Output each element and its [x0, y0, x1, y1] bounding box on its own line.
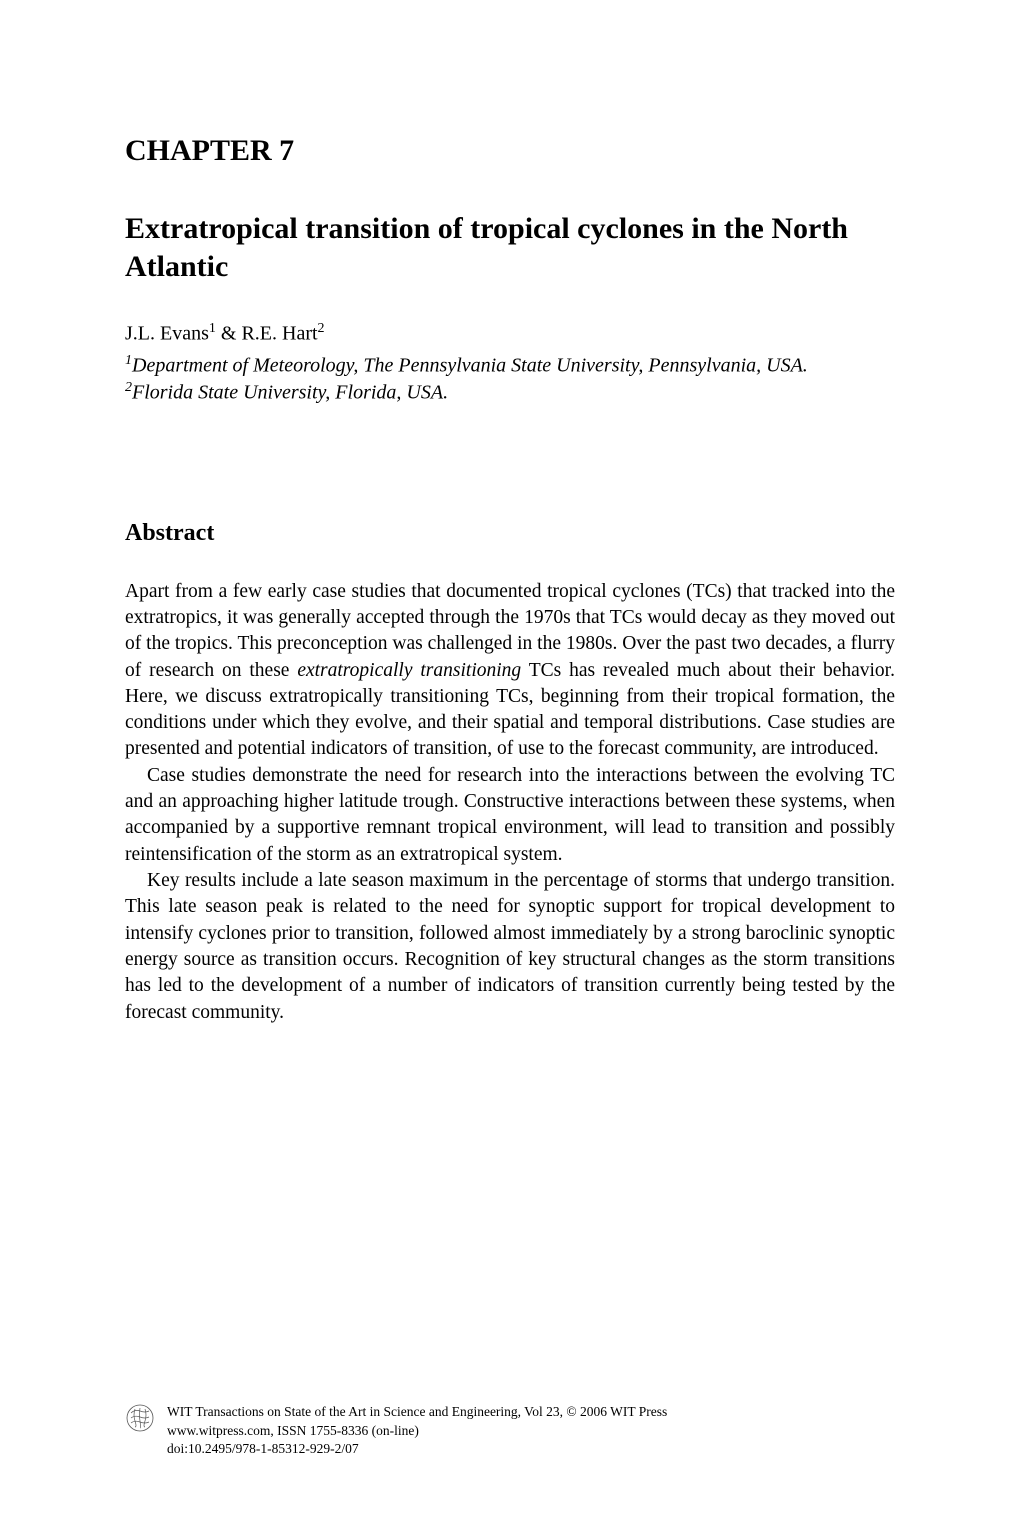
footer-text-block: WIT Transactions on State of the Art in …: [167, 1403, 667, 1458]
affiliation-2-text: Florida State University, Florida, USA.: [132, 382, 448, 404]
authors-line: J.L. Evans1 & R.E. Hart2: [125, 319, 895, 348]
affiliation-2: 2Florida State University, Florida, USA.: [125, 379, 895, 407]
author-name-1: J.L. Evans: [125, 323, 209, 345]
author-separator: & R.E. Hart: [216, 323, 318, 345]
footer-line-1: WIT Transactions on State of the Art in …: [167, 1403, 667, 1421]
page-footer: WIT Transactions on State of the Art in …: [125, 1403, 667, 1458]
abstract-paragraph-1: Apart from a few early case studies that…: [125, 579, 895, 763]
affiliation-1: 1Department of Meteorology, The Pennsylv…: [125, 352, 895, 380]
publisher-logo-icon: [125, 1403, 155, 1433]
abstract-paragraph-3: Key results include a late season maximu…: [125, 868, 895, 1026]
abstract-p1-italic: extratropically transitioning: [297, 660, 521, 681]
chapter-label: CHAPTER 7: [125, 130, 895, 172]
abstract-paragraph-2: Case studies demonstrate the need for re…: [125, 763, 895, 868]
footer-line-2: www.witpress.com, ISSN 1755-8336 (on-lin…: [167, 1422, 667, 1440]
author-sup-2: 2: [318, 321, 325, 336]
affiliation-1-text: Department of Meteorology, The Pennsylva…: [132, 354, 808, 376]
footer-line-3: doi:10.2495/978-1-85312-929-2/07: [167, 1440, 667, 1458]
affiliation-2-sup: 2: [125, 380, 132, 395]
affiliation-1-sup: 1: [125, 353, 132, 368]
chapter-title: Extratropical transition of tropical cyc…: [125, 210, 895, 285]
abstract-heading: Abstract: [125, 517, 895, 551]
author-sup-1: 1: [209, 321, 216, 336]
